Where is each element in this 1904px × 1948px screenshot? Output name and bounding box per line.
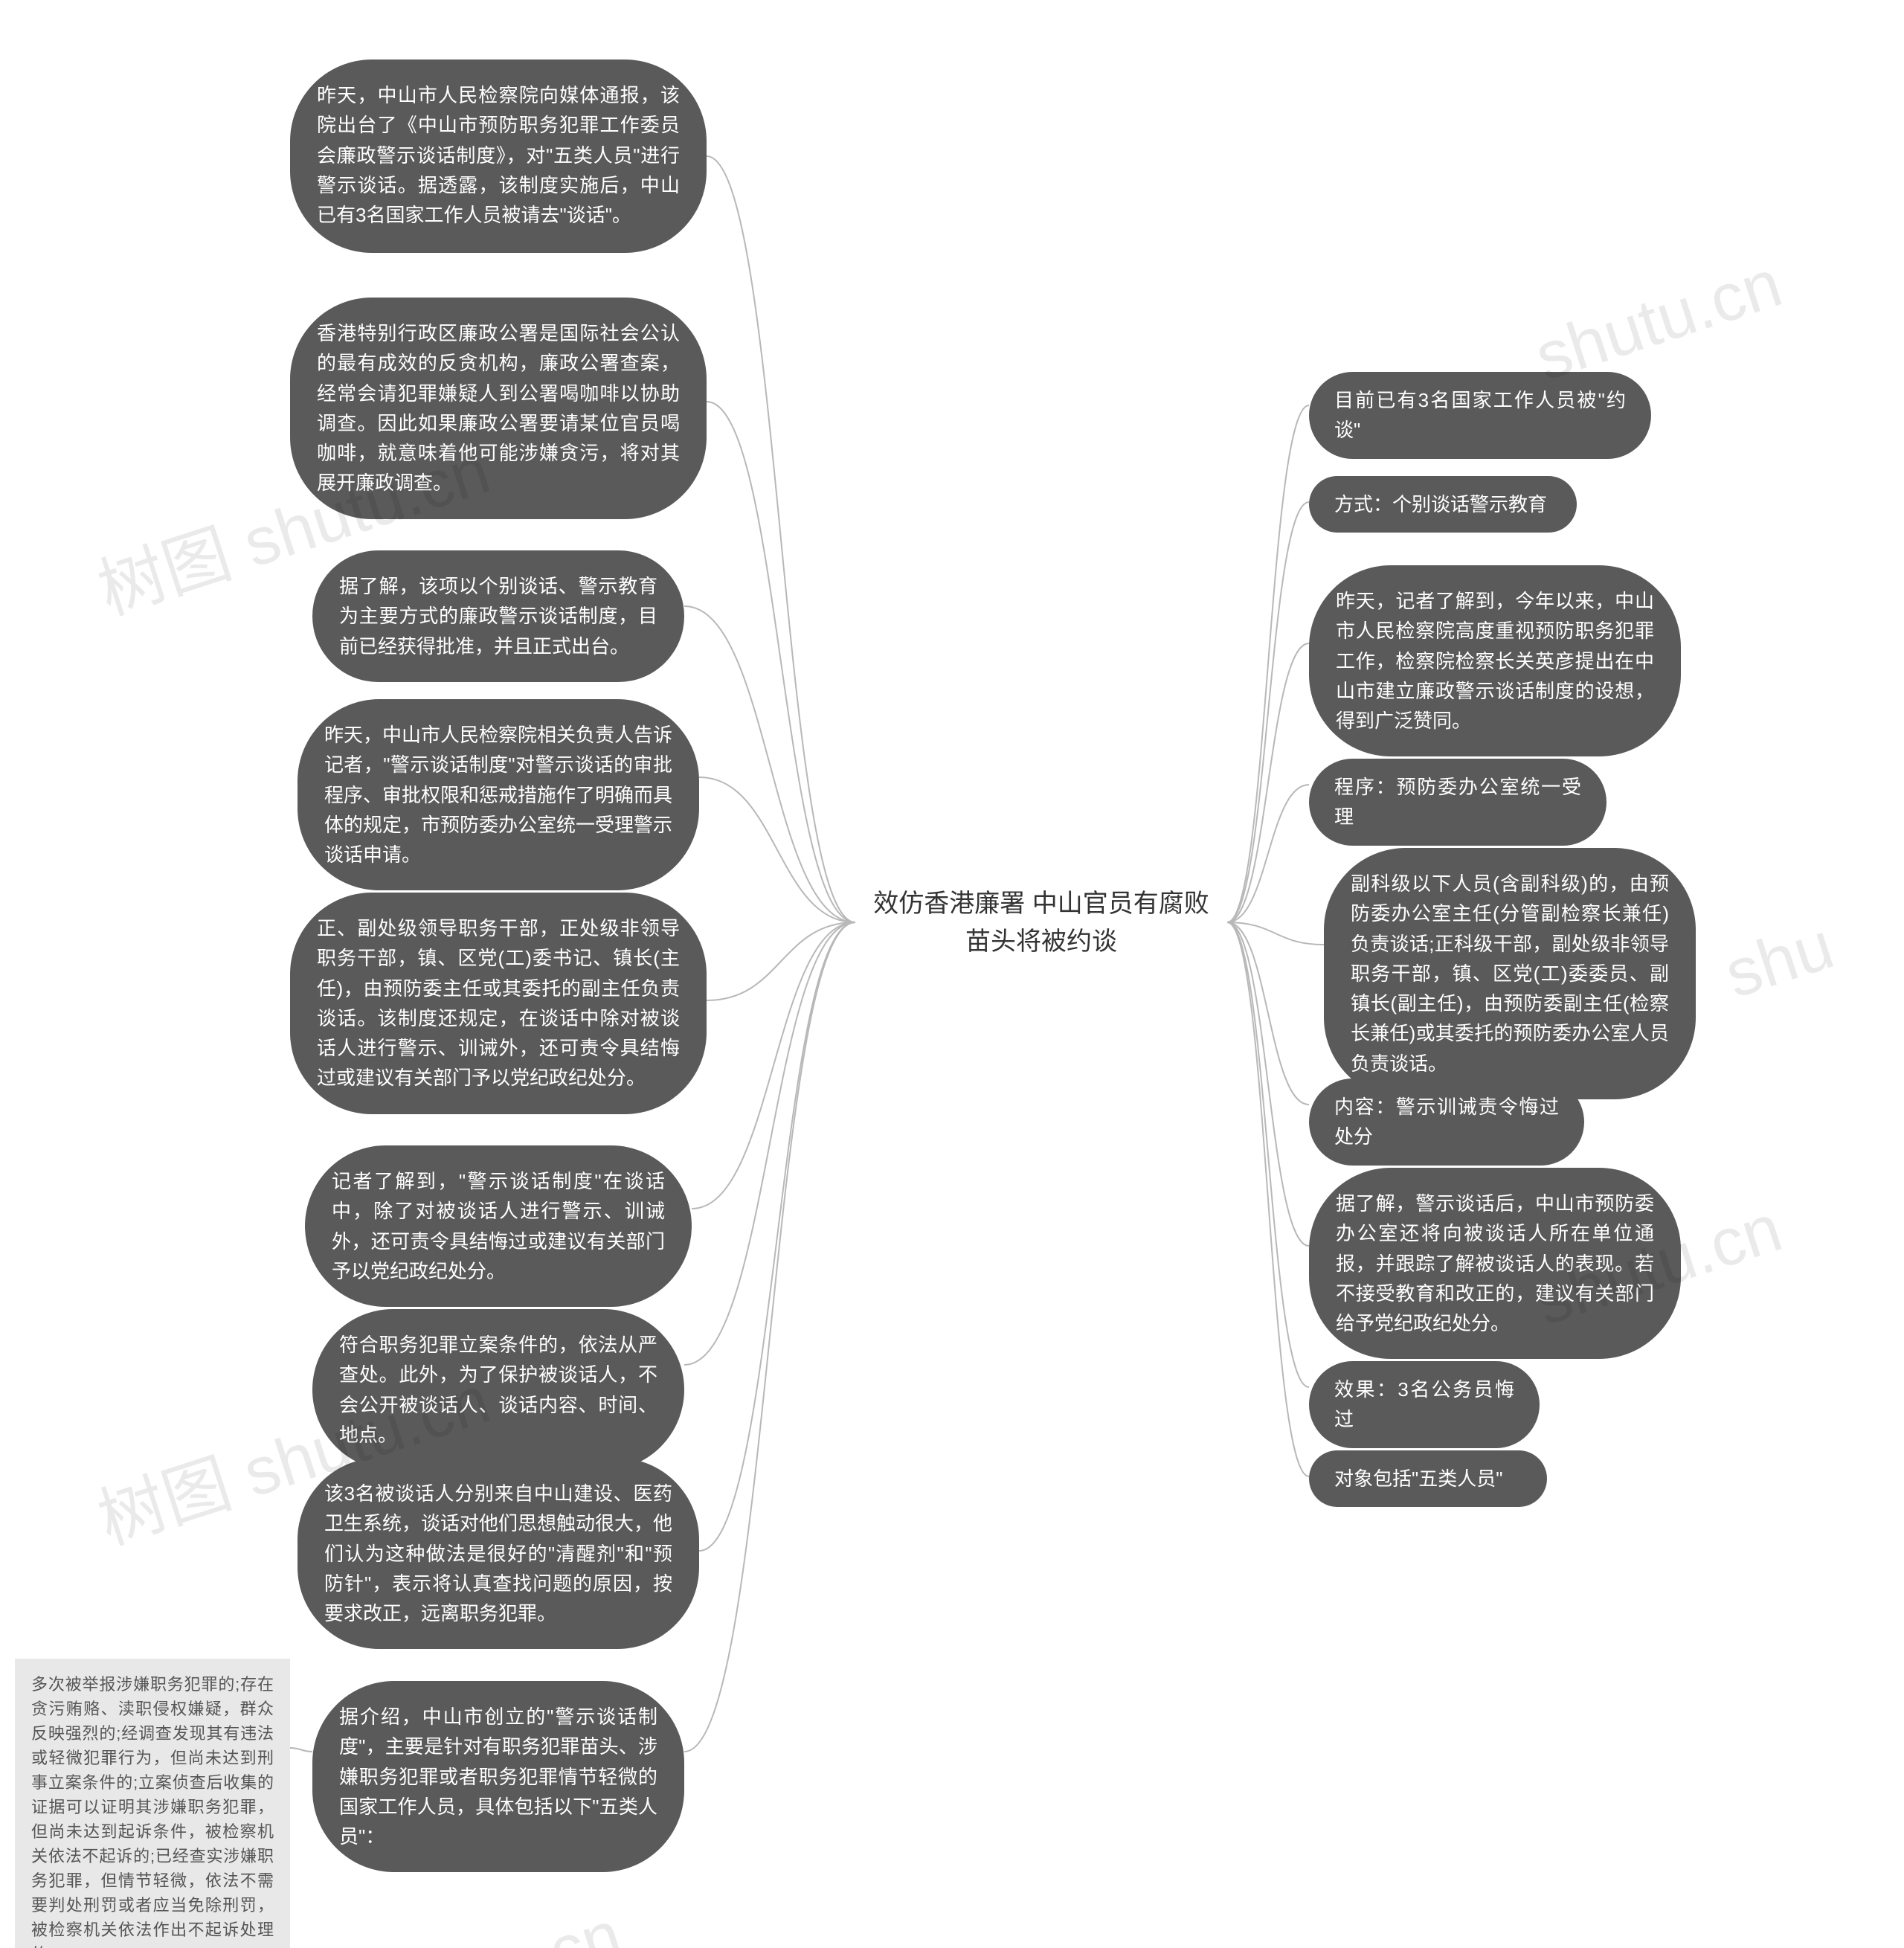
right-node-4: 程序：预防委办公室统一受理 xyxy=(1309,759,1606,846)
right-node-1: 目前已有3名国家工作人员被"约谈" xyxy=(1309,372,1651,459)
right-node-2: 方式：个别谈话警示教育 xyxy=(1309,476,1577,533)
right-node-3: 昨天，记者了解到，今年以来，中山市人民检察院高度重视预防职务犯罪工作，检察院检察… xyxy=(1309,565,1681,756)
right-node-5: 副科级以下人员(含副科级)的，由预防委办公室主任(分管副检察长兼任)负责谈话;正… xyxy=(1324,848,1696,1099)
left-node-7: 符合职务犯罪立案条件的，依法从严查处。此外，为了保护被谈话人，不会公开被谈话人、… xyxy=(312,1309,684,1470)
footnote-box: 多次被举报涉嫌职务犯罪的;存在贪污贿赂、渎职侵权嫌疑，群众反映强烈的;经调查发现… xyxy=(15,1659,290,1948)
right-node-6: 内容：警示训诫责令悔过处分 xyxy=(1309,1079,1584,1166)
left-node-3: 据了解，该项以个别谈话、警示教育为主要方式的廉政警示谈话制度，目前已经获得批准，… xyxy=(312,550,684,682)
right-node-9: 对象包括"五类人员" xyxy=(1309,1450,1547,1507)
right-node-8: 效果：3名公务员悔过 xyxy=(1309,1361,1540,1448)
right-node-7: 据了解，警示谈话后，中山市预防委办公室还将向被谈话人所在单位通报，并跟踪了解被谈… xyxy=(1309,1168,1681,1359)
left-node-6: 记者了解到，"警示谈话制度"在谈话中，除了对被谈话人进行警示、训诫外，还可责令具… xyxy=(305,1145,692,1307)
center-topic: 效仿香港廉署 中山官员有腐败苗头将被约谈 xyxy=(863,885,1220,961)
mindmap-canvas: 效仿香港廉署 中山官员有腐败苗头将被约谈 昨天，中山市人民检察院向媒体通报，该院… xyxy=(0,0,1904,1948)
watermark: shu xyxy=(1717,907,1843,1014)
left-node-5: 正、副处级领导职务干部，正处级非领导职务干部，镇、区党(工)委书记、镇长(主任)… xyxy=(290,893,707,1114)
left-node-9: 据介绍，中山市创立的"警示谈话制度"，主要是针对有职务犯罪苗头、涉嫌职务犯罪或者… xyxy=(312,1681,684,1872)
left-node-4: 昨天，中山市人民检察院相关负责人告诉记者，"警示谈话制度"对警示谈话的审批程序、… xyxy=(298,699,699,890)
left-node-8: 该3名被谈话人分别来自中山建设、医药卫生系统，谈话对他们思想触动很大，他们认为这… xyxy=(298,1458,699,1649)
left-node-2: 香港特别行政区廉政公署是国际社会公认的最有成效的反贪机构，廉政公署查案，经常会请… xyxy=(290,298,707,519)
watermark: shutu.cn xyxy=(366,1897,630,1948)
left-node-1: 昨天，中山市人民检察院向媒体通报，该院出台了《中山市预防职务犯罪工作委员会廉政警… xyxy=(290,60,707,253)
